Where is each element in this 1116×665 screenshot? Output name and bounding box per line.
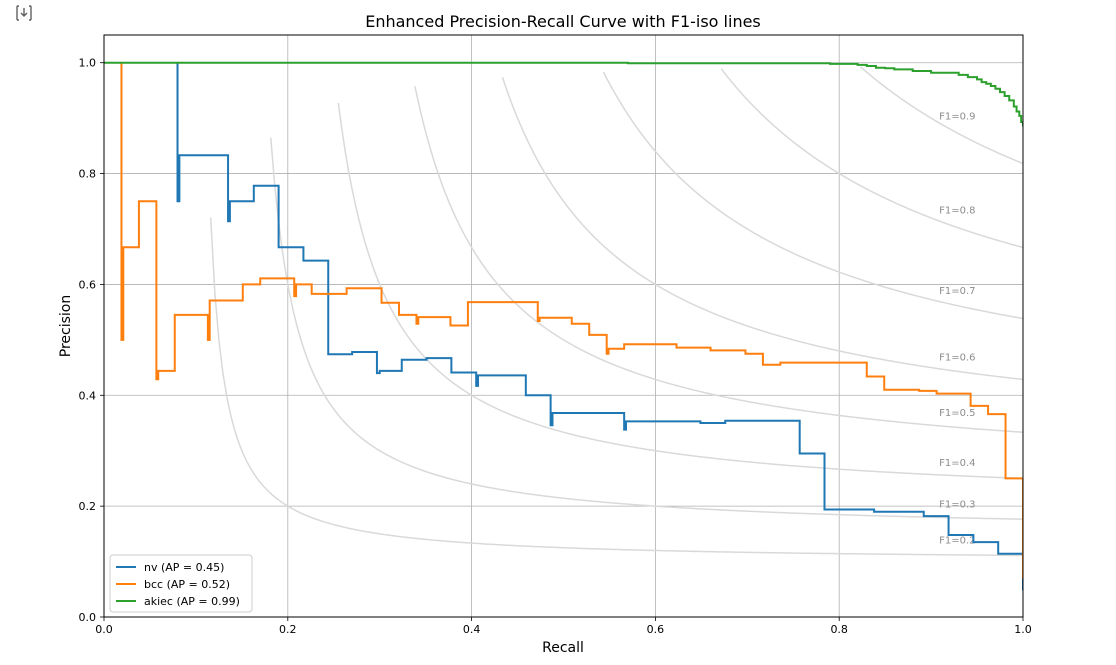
y-tick-label: 0.4 bbox=[79, 389, 97, 402]
f1-iso-label: F1=0.6 bbox=[939, 352, 975, 363]
output-expand-icon[interactable] bbox=[14, 2, 42, 26]
x-tick-label: 0.4 bbox=[463, 623, 481, 636]
legend: nv (AP = 0.45) bcc (AP = 0.52) akiec (AP =… bbox=[109, 554, 253, 613]
y-axis-ticks: 0.0 0.2 0.4 0.6 0.8 1.0 bbox=[79, 57, 104, 624]
chart-title: Enhanced Precision-Recall Curve with F1-… bbox=[365, 12, 761, 31]
x-axis-ticks: 0.0 0.2 0.4 0.6 0.8 1.0 bbox=[95, 617, 1032, 636]
f1-iso-label: F1=0.4 bbox=[939, 458, 975, 469]
grid bbox=[103, 35, 1024, 618]
f1-iso-label: F1=0.5 bbox=[939, 408, 975, 419]
y-tick-label: 0.8 bbox=[79, 168, 97, 181]
f1-iso-lines bbox=[209, 66, 1023, 557]
f1-iso-label: F1=0.2 bbox=[939, 535, 975, 546]
legend-box bbox=[109, 554, 253, 613]
y-axis-label: Precision bbox=[58, 295, 74, 357]
x-tick-label: 0.8 bbox=[830, 623, 848, 636]
f1-iso-line bbox=[414, 86, 1023, 433]
pr-curve bbox=[176, 62, 1023, 591]
f1-iso-label: F1=0.3 bbox=[939, 499, 975, 510]
f1-iso-line bbox=[501, 77, 1023, 381]
f1-iso-line bbox=[860, 66, 1023, 165]
legend-entry: akiec (AP = 0.99) bbox=[144, 595, 240, 608]
f1-iso-labels: F1=0.2 F1=0.3 F1=0.4 F1=0.5 F1=0.6 F1=0.7 F1=0… bbox=[939, 111, 975, 546]
x-tick-label: 0.0 bbox=[95, 623, 113, 636]
f1-iso-label: F1=0.8 bbox=[939, 206, 975, 217]
f1-iso-line bbox=[337, 102, 1023, 480]
legend-entry: bcc (AP = 0.52) bbox=[144, 578, 230, 591]
f1-iso-label: F1=0.9 bbox=[939, 111, 975, 122]
x-axis-label: Recall bbox=[542, 640, 584, 656]
x-tick-label: 1.0 bbox=[1014, 623, 1032, 636]
pr-curve bbox=[120, 62, 1023, 579]
f1-iso-line bbox=[720, 68, 1023, 249]
y-tick-label: 0.6 bbox=[79, 278, 97, 291]
f1-iso-line bbox=[270, 137, 1023, 520]
y-tick-label: 0.0 bbox=[79, 611, 97, 624]
pr-curves bbox=[104, 61, 1023, 591]
x-tick-label: 0.6 bbox=[647, 623, 665, 636]
f1-iso-line bbox=[602, 71, 1023, 320]
x-tick-label: 0.2 bbox=[279, 623, 297, 636]
y-tick-label: 1.0 bbox=[79, 57, 97, 70]
y-tick-label: 0.2 bbox=[79, 500, 97, 513]
legend-entry: nv (AP = 0.45) bbox=[144, 561, 224, 574]
f1-iso-label: F1=0.7 bbox=[939, 286, 975, 297]
plot-frame bbox=[103, 34, 1024, 618]
pr-curve bbox=[104, 61, 1023, 127]
f1-iso-line bbox=[209, 217, 1023, 557]
